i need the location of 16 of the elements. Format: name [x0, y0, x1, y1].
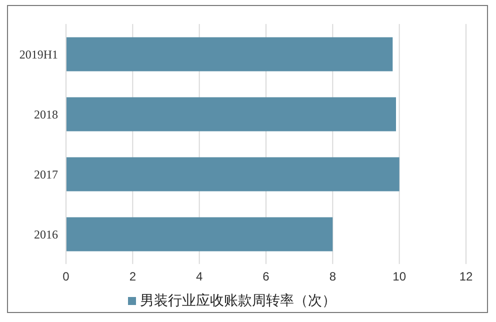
- x-tick-label: 10: [392, 270, 406, 284]
- bar: [66, 217, 333, 252]
- x-tick-label: 6: [262, 270, 270, 284]
- y-tick-label: 2019H1: [19, 47, 58, 62]
- y-tick-label: 2016: [34, 227, 58, 242]
- x-tick-label: 0: [62, 270, 70, 284]
- bar: [66, 97, 396, 132]
- x-tick-label: 8: [329, 270, 336, 284]
- bar: [66, 37, 393, 72]
- y-tick-label: 2018: [34, 107, 58, 122]
- legend-label: 男装行业应收账款周转率（次）: [140, 292, 336, 308]
- x-tick-label: 2: [129, 270, 136, 284]
- y-tick-label: 2017: [34, 167, 58, 182]
- x-tick-label: 12: [459, 270, 473, 284]
- bar: [66, 157, 400, 192]
- x-tick-label: 4: [196, 270, 203, 284]
